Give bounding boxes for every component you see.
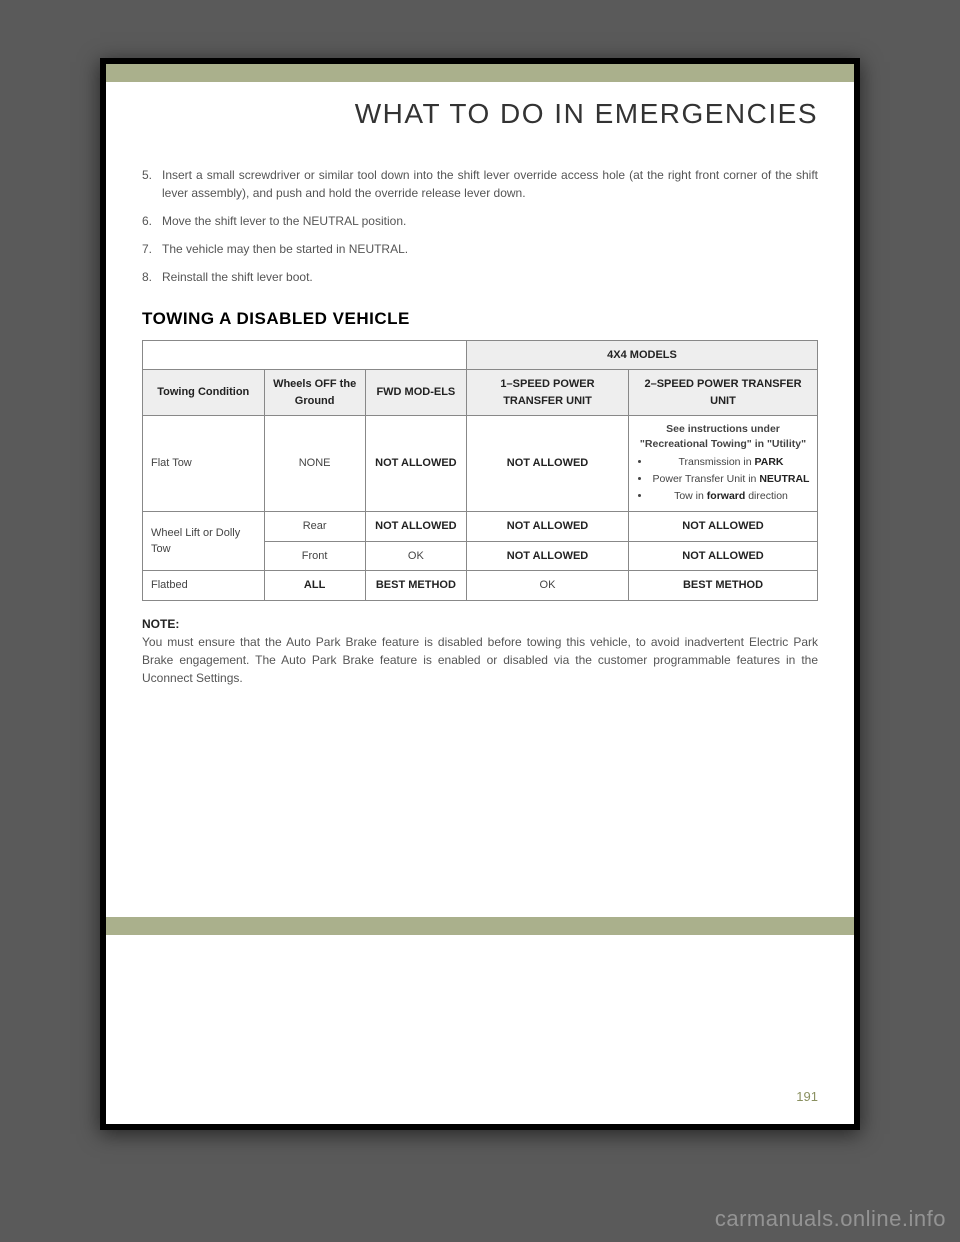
instr-item: Transmission in PARK [651, 455, 811, 470]
col-header: 1–SPEED POWER TRANSFER UNIT [467, 370, 629, 416]
row-label: Wheel Lift or Dolly Tow [143, 512, 265, 571]
step-item: 6. Move the shift lever to the NEUTRAL p… [142, 212, 818, 230]
note-block: NOTE: You must ensure that the Auto Park… [142, 615, 818, 687]
cell: Front [264, 541, 365, 571]
cell: BEST METHOD [365, 571, 466, 601]
cell: NOT ALLOWED [467, 512, 629, 542]
cell: NOT ALLOWED [467, 541, 629, 571]
step-num: 8. [142, 268, 162, 286]
table-header-row: Towing Condition Wheels OFF the Ground F… [143, 370, 818, 416]
towing-table: 4X4 MODELS Towing Condition Wheels OFF t… [142, 340, 818, 601]
step-text: Move the shift lever to the NEUTRAL posi… [162, 212, 818, 230]
step-num: 7. [142, 240, 162, 258]
note-body: You must ensure that the Auto Park Brake… [142, 633, 818, 687]
step-text: Insert a small screwdriver or similar to… [162, 166, 818, 202]
row-label: Flatbed [143, 571, 265, 601]
cell: NOT ALLOWED [629, 541, 818, 571]
table-header-row: 4X4 MODELS [143, 340, 818, 370]
watermark: carmanuals.online.info [715, 1206, 946, 1232]
cell: OK [365, 541, 466, 571]
cell: OK [467, 571, 629, 601]
cell: NOT ALLOWED [365, 416, 466, 512]
group-header: 4X4 MODELS [467, 340, 818, 370]
instructions-cell: See instructions under "Recreational Tow… [629, 416, 818, 512]
note-head: NOTE: [142, 615, 818, 633]
col-header: Wheels OFF the Ground [264, 370, 365, 416]
cell: NOT ALLOWED [629, 512, 818, 542]
top-accent-band [106, 64, 854, 82]
cell: NOT ALLOWED [467, 416, 629, 512]
steps-list: 5. Insert a small screwdriver or similar… [142, 166, 818, 286]
instr-list: Transmission in PARK Power Transfer Unit… [635, 455, 811, 503]
cell: ALL [264, 571, 365, 601]
body-content: 5. Insert a small screwdriver or similar… [106, 136, 854, 697]
step-item: 8. Reinstall the shift lever boot. [142, 268, 818, 286]
page-frame: WHAT TO DO IN EMERGENCIES 5. Insert a sm… [100, 58, 860, 1130]
page-number: 191 [796, 1089, 818, 1104]
page-container: WHAT TO DO IN EMERGENCIES 5. Insert a sm… [100, 58, 860, 1130]
row-label: Flat Tow [143, 416, 265, 512]
page-title: WHAT TO DO IN EMERGENCIES [106, 82, 854, 136]
step-text: The vehicle may then be started in NEUTR… [162, 240, 818, 258]
step-item: 5. Insert a small screwdriver or similar… [142, 166, 818, 202]
instr-item: Tow in forward direction [651, 489, 811, 504]
instr-item: Power Transfer Unit in NEUTRAL [651, 472, 811, 487]
bottom-accent-band [106, 917, 854, 935]
cell: Rear [264, 512, 365, 542]
cell: BEST METHOD [629, 571, 818, 601]
col-header: Towing Condition [143, 370, 265, 416]
step-num: 5. [142, 166, 162, 202]
step-num: 6. [142, 212, 162, 230]
col-header: 2–SPEED POWER TRANSFER UNIT [629, 370, 818, 416]
step-text: Reinstall the shift lever boot. [162, 268, 818, 286]
section-heading: TOWING A DISABLED VEHICLE [142, 306, 818, 332]
step-item: 7. The vehicle may then be started in NE… [142, 240, 818, 258]
page: WHAT TO DO IN EMERGENCIES 5. Insert a sm… [106, 64, 854, 1124]
cell: NOT ALLOWED [365, 512, 466, 542]
col-header: FWD MOD-ELS [365, 370, 466, 416]
cell: NONE [264, 416, 365, 512]
table-row: Flatbed ALL BEST METHOD OK BEST METHOD [143, 571, 818, 601]
table-row: Wheel Lift or Dolly Tow Rear NOT ALLOWED… [143, 512, 818, 542]
table-row: Flat Tow NONE NOT ALLOWED NOT ALLOWED Se… [143, 416, 818, 512]
instr-top: See instructions under "Recreational Tow… [635, 422, 811, 451]
